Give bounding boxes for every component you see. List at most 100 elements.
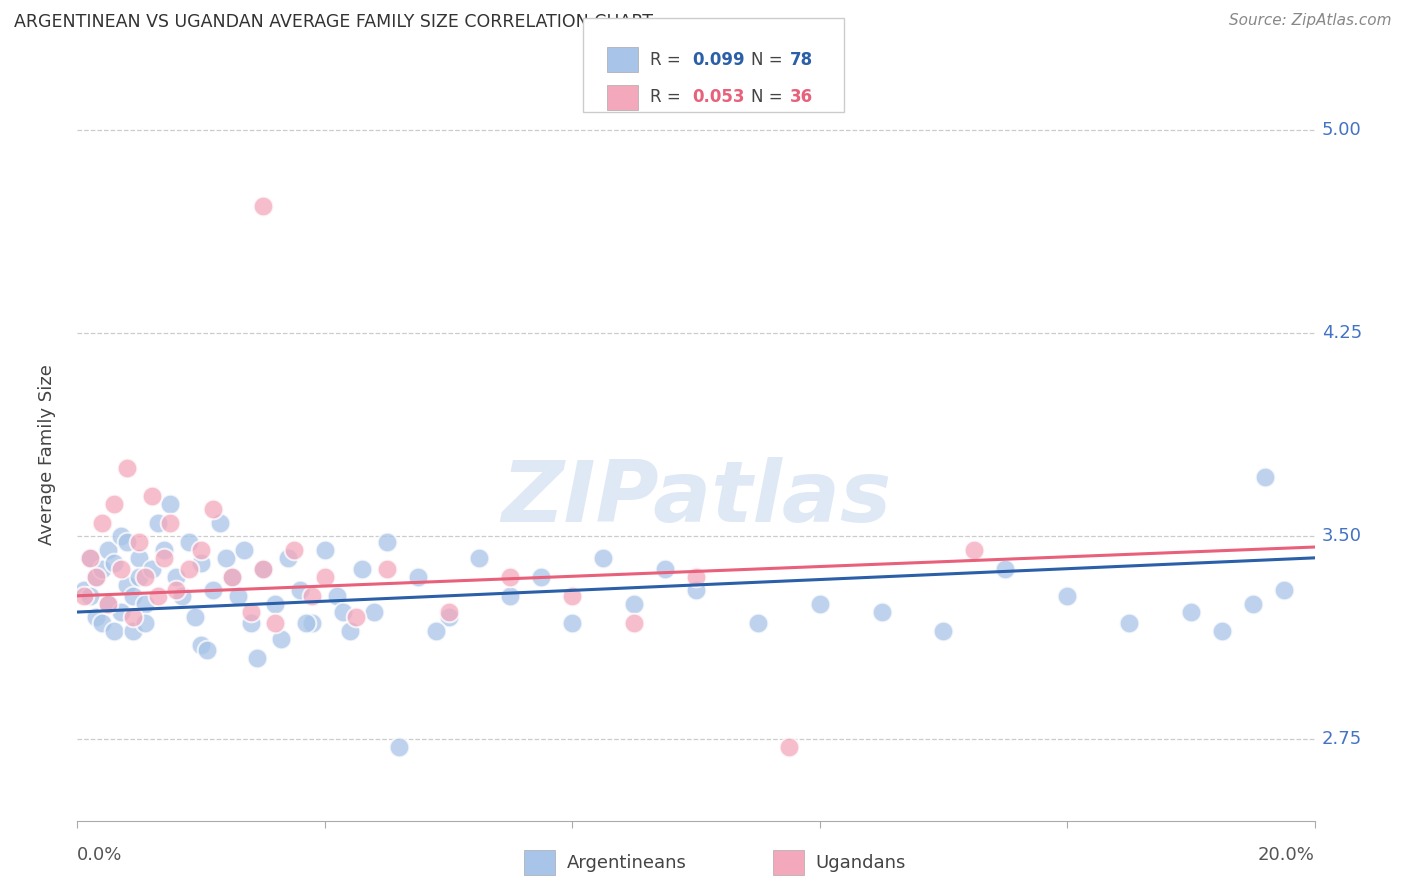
Text: 0.053: 0.053 [692, 88, 744, 106]
Point [190, 542, 212, 557]
Point [115, 461, 138, 475]
Point [122, 589, 145, 603]
Point [499, 589, 522, 603]
Text: N =: N = [751, 51, 787, 69]
Point [103, 497, 125, 511]
Point [72, 583, 94, 598]
Point [128, 534, 150, 549]
Point [97, 542, 120, 557]
Point [72, 589, 94, 603]
Point [1180, 605, 1202, 619]
Point [215, 550, 238, 565]
Point [141, 489, 163, 503]
Point [1241, 597, 1264, 611]
Point [97, 597, 120, 611]
Point [202, 583, 225, 598]
Point [499, 570, 522, 584]
Point [332, 605, 354, 619]
Text: 4.25: 4.25 [1322, 324, 1362, 342]
Point [115, 578, 138, 592]
Text: ZIPatlas: ZIPatlas [501, 458, 891, 541]
Text: 3.50: 3.50 [1322, 527, 1361, 545]
Point [91, 615, 114, 630]
Point [932, 624, 955, 638]
Point [530, 570, 553, 584]
Point [344, 610, 367, 624]
Point [190, 638, 212, 652]
Point [97, 597, 120, 611]
Point [623, 615, 645, 630]
Text: N =: N = [751, 88, 787, 106]
Point [172, 589, 194, 603]
Point [91, 516, 114, 530]
Point [994, 562, 1017, 576]
Point [685, 583, 707, 598]
Point [84, 570, 107, 584]
Point [202, 502, 225, 516]
Point [425, 624, 447, 638]
Point [221, 570, 243, 584]
Point [146, 516, 169, 530]
Point [1211, 624, 1233, 638]
Point [122, 624, 145, 638]
Point [264, 597, 287, 611]
Point [339, 624, 361, 638]
Text: 36: 36 [790, 88, 813, 106]
Point [233, 542, 256, 557]
Point [468, 550, 491, 565]
Point [84, 610, 107, 624]
Point [159, 497, 181, 511]
Text: Argentineans: Argentineans [567, 855, 686, 872]
Point [592, 550, 614, 565]
Point [141, 562, 163, 576]
Point [239, 615, 262, 630]
Point [128, 570, 150, 584]
Point [134, 570, 156, 584]
Text: Ugandans: Ugandans [815, 855, 905, 872]
Point [747, 615, 769, 630]
Point [375, 562, 398, 576]
Point [326, 589, 349, 603]
Point [91, 562, 114, 576]
Text: R =: R = [650, 51, 686, 69]
Point [134, 615, 156, 630]
Point [226, 589, 249, 603]
Point [288, 583, 311, 598]
Point [177, 534, 200, 549]
Point [623, 597, 645, 611]
Point [963, 542, 986, 557]
Text: 78: 78 [790, 51, 813, 69]
Point [437, 610, 460, 624]
Point [177, 562, 200, 576]
Point [110, 529, 132, 543]
Point [270, 632, 292, 647]
Point [314, 542, 336, 557]
Point [159, 516, 181, 530]
Point [870, 605, 893, 619]
Point [283, 542, 305, 557]
Point [79, 589, 101, 603]
Point [388, 740, 411, 755]
Point [252, 199, 274, 213]
Text: R =: R = [650, 88, 686, 106]
Point [301, 589, 323, 603]
Point [314, 570, 336, 584]
Point [277, 550, 299, 565]
Point [103, 556, 125, 570]
Point [1056, 589, 1078, 603]
Point [165, 570, 187, 584]
Point [79, 550, 101, 565]
Text: 0.099: 0.099 [692, 51, 744, 69]
Point [110, 605, 132, 619]
Point [79, 550, 101, 565]
Point [184, 610, 207, 624]
Point [252, 562, 274, 576]
Point [153, 550, 176, 565]
Point [654, 562, 676, 576]
Point [1254, 469, 1277, 483]
Text: Source: ZipAtlas.com: Source: ZipAtlas.com [1229, 13, 1392, 29]
Point [301, 615, 323, 630]
Point [246, 651, 269, 665]
Point [252, 562, 274, 576]
Point [264, 615, 287, 630]
